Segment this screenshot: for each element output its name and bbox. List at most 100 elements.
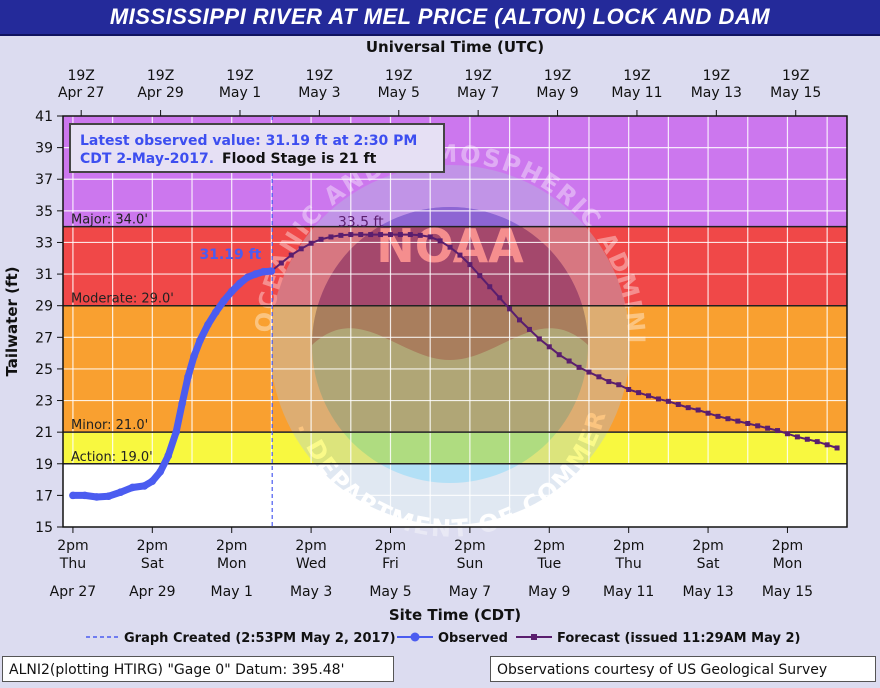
- bottom-tick-time-6: 2pm: [534, 538, 565, 554]
- bottom-tick-time-9: 2pm: [772, 538, 803, 554]
- legend-forecast-swatch-square: [531, 634, 537, 640]
- forecast-point-50: [765, 425, 771, 431]
- y-tick-label-7: 29: [35, 299, 53, 315]
- forecast-point-37: [636, 390, 642, 396]
- top-tick-hour-8: 19Z: [703, 68, 730, 84]
- bottom-tick-weekday-7: Thu: [615, 556, 642, 572]
- gage-datum-info: ALNI2(plotting HTIRG) "Gage 0" Datum: 39…: [2, 656, 394, 682]
- forecast-point-41: [675, 401, 681, 407]
- forecast-point-52: [784, 431, 790, 437]
- observed-point-19: [235, 279, 244, 288]
- bottom-tick-date-1: Apr 29: [129, 584, 175, 600]
- forecast-point-5: [318, 236, 324, 242]
- forecast-point-47: [735, 418, 741, 424]
- observed-point-7: [148, 477, 157, 485]
- legend-observed-swatch-dot: [410, 632, 420, 642]
- top-tick-date-4: May 5: [378, 85, 420, 101]
- forecast-point-36: [626, 386, 632, 392]
- bottom-tick-weekday-2: Mon: [217, 556, 247, 572]
- forecast-point-44: [705, 410, 711, 416]
- bottom-tick-time-4: 2pm: [375, 538, 406, 554]
- y-tick-label-2: 19: [35, 457, 53, 473]
- forecast-point-22: [487, 284, 493, 290]
- top-tick-hour-2: 19Z: [226, 68, 253, 84]
- forecast-point-7: [338, 232, 344, 238]
- bottom-tick-weekday-1: Sat: [141, 556, 164, 572]
- y-tick-label-12: 39: [35, 141, 53, 157]
- top-axis-title: Universal Time (UTC): [366, 38, 544, 56]
- band-action: [63, 432, 847, 464]
- top-tick-hour-7: 19Z: [623, 68, 650, 84]
- forecast-point-14: [407, 232, 413, 238]
- bottom-tick-date-5: May 7: [449, 584, 491, 600]
- legend-forecast-label: Forecast (issued 11:29AM May 2): [557, 631, 800, 646]
- bottom-tick-weekday-9: Mon: [773, 556, 803, 572]
- forecast-point-15: [417, 232, 423, 238]
- observed-point-10: [172, 428, 180, 436]
- forecast-point-32: [586, 369, 592, 375]
- forecast-point-31: [576, 364, 582, 370]
- forecast-point-35: [616, 382, 622, 388]
- forecast-point-26: [526, 326, 532, 332]
- forecast-point-39: [655, 396, 661, 402]
- bottom-tick-weekday-8: Sat: [697, 556, 720, 572]
- bottom-tick-time-1: 2pm: [137, 538, 168, 554]
- forecast-point-19: [457, 252, 463, 258]
- observed-point-17: [219, 297, 228, 305]
- bottom-tick-date-9: May 15: [762, 584, 813, 600]
- top-tick-hour-4: 19Z: [385, 68, 412, 84]
- top-tick-date-0: Apr 27: [58, 85, 104, 101]
- top-tick-date-5: May 7: [457, 85, 499, 101]
- top-tick-date-7: May 11: [611, 85, 662, 101]
- bottom-tick-time-7: 2pm: [613, 538, 644, 554]
- observed-point-20: [243, 273, 252, 282]
- observed-point-3: [104, 492, 113, 500]
- legend-created-label: Graph Created (2:53PM May 2, 2017): [124, 631, 396, 646]
- y-tick-label-3: 21: [35, 425, 53, 441]
- forecast-point-29: [556, 352, 562, 358]
- y-tick-label-4: 23: [35, 394, 53, 410]
- forecast-point-12: [387, 232, 393, 238]
- y-tick-label-9: 33: [35, 235, 53, 251]
- forecast-point-33: [596, 374, 602, 380]
- observed-point-1: [81, 491, 89, 500]
- y-tick-label-5: 25: [35, 362, 53, 378]
- bottom-tick-time-5: 2pm: [454, 538, 485, 554]
- y-tick-label-1: 17: [35, 488, 53, 504]
- observed-point-11: [178, 399, 186, 408]
- top-tick-date-8: May 13: [691, 85, 742, 101]
- observed-value-label: 31.19 ft: [199, 247, 261, 263]
- y-tick-label-13: 41: [35, 109, 53, 125]
- threshold-label-2: Minor: 21.0': [71, 418, 148, 433]
- forecast-point-9: [358, 232, 364, 238]
- threshold-label-0: Major: 34.0': [71, 213, 148, 228]
- forecast-point-16: [427, 234, 433, 240]
- latest-value-line2: CDT 2-May-2017. Flood Stage is 21 ft: [80, 151, 377, 167]
- observed-point-22: [259, 267, 268, 276]
- forecast-point-56: [824, 442, 830, 448]
- forecast-point-20: [467, 262, 473, 268]
- forecast-point-28: [546, 344, 552, 350]
- forecast-point-23: [497, 295, 503, 301]
- bottom-tick-date-7: May 11: [603, 584, 654, 600]
- forecast-point-42: [685, 405, 691, 411]
- forecast-point-24: [507, 306, 513, 312]
- forecast-point-3: [298, 246, 304, 252]
- top-tick-date-3: May 3: [298, 85, 340, 101]
- bottom-tick-weekday-4: Fri: [382, 556, 399, 572]
- forecast-point-45: [715, 413, 721, 419]
- observed-point-21: [251, 270, 260, 278]
- forecast-point-2: [288, 252, 294, 258]
- bottom-tick-date-2: May 1: [211, 584, 253, 600]
- forecast-point-55: [814, 439, 820, 445]
- observed-point-18: [227, 287, 236, 296]
- forecast-point-10: [368, 232, 374, 238]
- bottom-tick-date-0: Apr 27: [50, 584, 96, 600]
- legend-observed-label: Observed: [438, 631, 508, 646]
- top-tick-hour-6: 19Z: [544, 68, 571, 84]
- top-tick-date-1: Apr 29: [137, 85, 183, 101]
- observed-point-2: [92, 493, 101, 501]
- forecast-point-43: [695, 407, 701, 413]
- forecast-point-6: [328, 234, 334, 240]
- observed-point-8: [156, 467, 165, 476]
